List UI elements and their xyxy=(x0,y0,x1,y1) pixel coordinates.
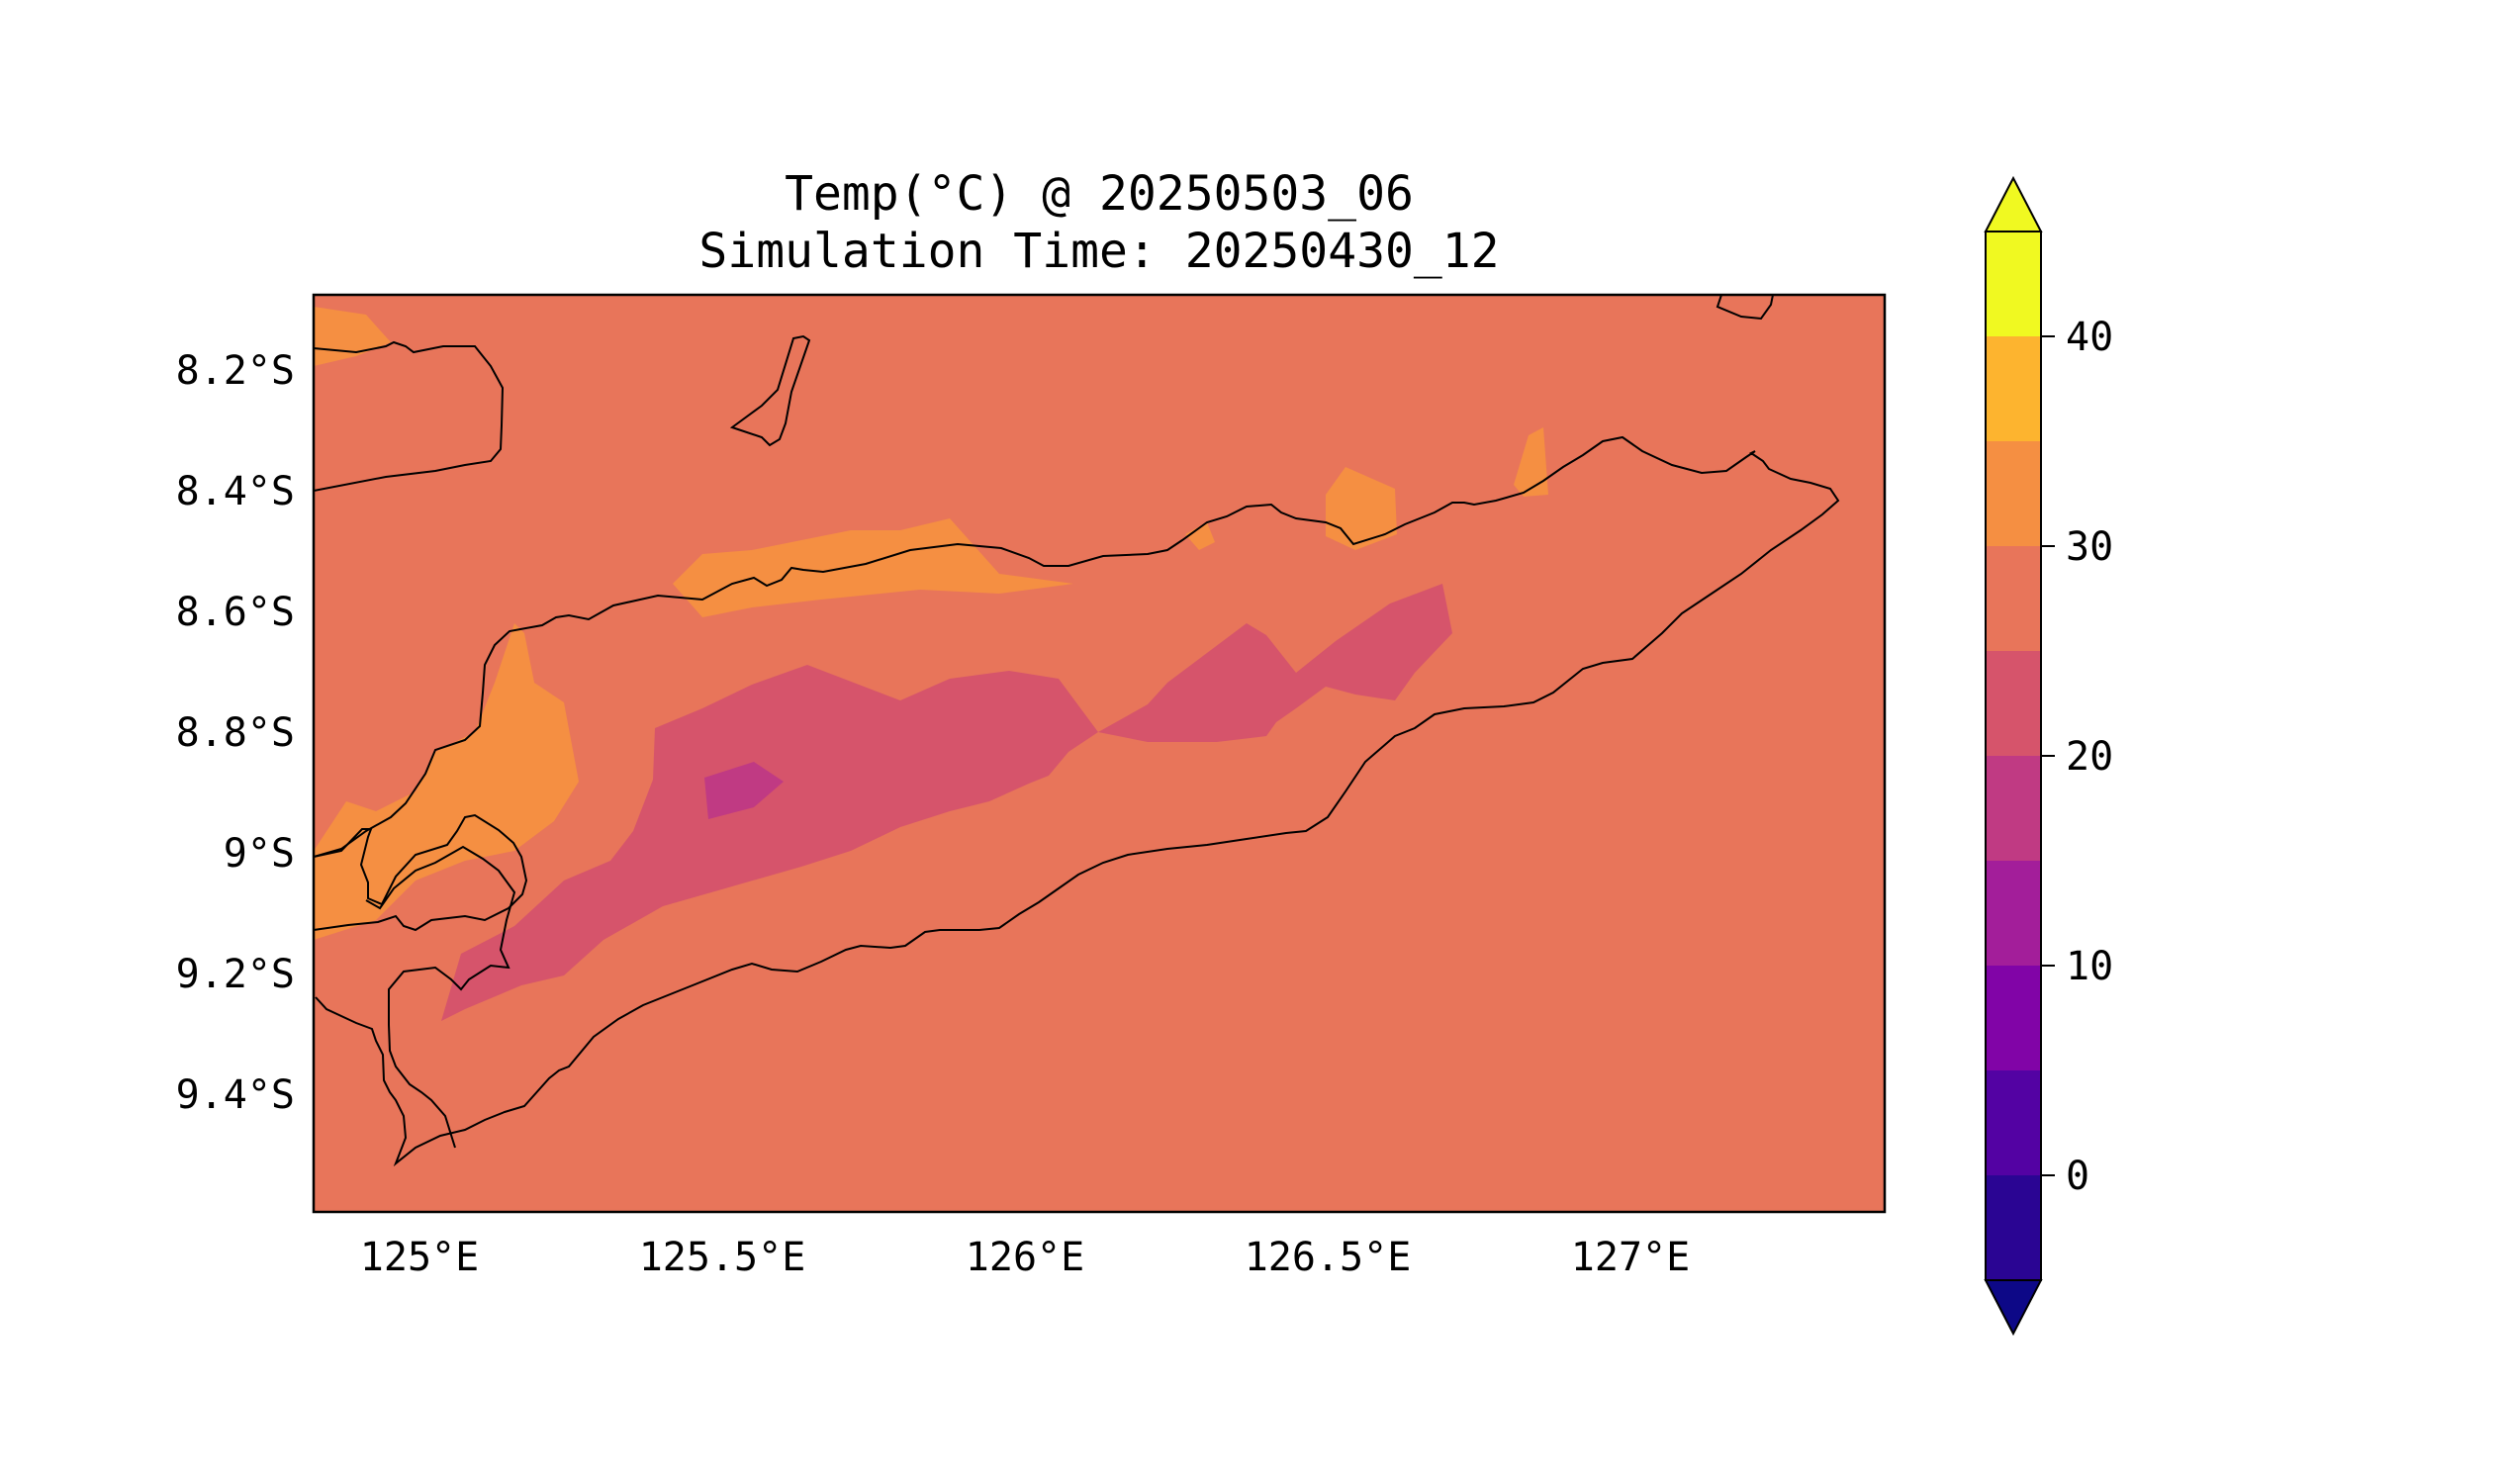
colorbar-segment xyxy=(1986,1175,2041,1280)
lat-tick-label: 9.2°S xyxy=(176,952,295,997)
coastline-pulau-kambing xyxy=(729,334,811,447)
colorbar-tick-label: 40 xyxy=(2066,315,2113,360)
contour-30-35-north-1 xyxy=(673,518,1073,617)
lat-tick-label: 9.4°S xyxy=(176,1072,295,1118)
contour-30-35-nw-corner xyxy=(314,307,391,366)
colorbar-segment xyxy=(1986,546,2041,651)
colorbar-over-extend xyxy=(1984,175,2043,232)
colorbar-segment xyxy=(1986,966,2041,1070)
longitude-labels: 125°E 125.5°E 126°E 126.5°E 127°E xyxy=(360,1235,1690,1280)
map-title: Temp(°C) @ 20250503_06 xyxy=(785,166,1414,222)
colorbar-tick-label: 30 xyxy=(2066,524,2113,570)
lat-tick-label: 8.4°S xyxy=(176,469,295,514)
colorbar-tick-label: 20 xyxy=(2066,734,2113,780)
latitude-labels: 8.2°S 8.4°S 8.6°S 8.8°S 9°S 9.2°S 9.4°S xyxy=(176,348,295,1118)
map-subtitle: Simulation Time: 20250430_12 xyxy=(698,224,1500,279)
coastline-ne-islet xyxy=(1716,295,1774,321)
coastline-timor-west xyxy=(314,813,528,932)
lat-tick-label: 9°S xyxy=(224,831,295,877)
lat-tick-label: 8.8°S xyxy=(176,710,295,756)
colorbar-tick-label: 10 xyxy=(2066,944,2113,989)
colorbar-tick-label: 0 xyxy=(2066,1154,2089,1199)
contour-30-35-north-3 xyxy=(1514,427,1548,497)
coastlines xyxy=(314,295,1840,1167)
colorbar: 0 10 20 30 40 xyxy=(1984,175,2113,1337)
coastline-flores-east xyxy=(314,340,505,492)
coastline-timor-southwest-cape xyxy=(365,845,516,1149)
colorbar-ticks: 0 10 20 30 40 xyxy=(2041,315,2113,1199)
contour-15-20-core xyxy=(704,762,784,819)
colorbar-segment xyxy=(1986,651,2041,756)
colorbar-segment xyxy=(1986,441,2041,546)
colorbar-segment xyxy=(1986,336,2041,441)
colorbar-segments xyxy=(1986,232,2041,1280)
coastline-timor-north xyxy=(314,435,1840,1167)
contour-20-25-main xyxy=(441,584,1452,1021)
colorbar-segment xyxy=(1986,861,2041,966)
lon-tick-label: 127°E xyxy=(1571,1235,1690,1280)
lon-tick-label: 126°E xyxy=(966,1235,1084,1280)
lat-tick-label: 8.6°S xyxy=(176,590,295,635)
map-plot-area xyxy=(314,295,1885,1212)
lon-tick-label: 125.5°E xyxy=(639,1235,806,1280)
colorbar-under-extend xyxy=(1984,1279,2043,1337)
lon-tick-label: 125°E xyxy=(360,1235,479,1280)
lon-tick-label: 126.5°E xyxy=(1245,1235,1412,1280)
contour-30-35-west xyxy=(314,623,579,940)
colorbar-segment xyxy=(1986,756,2041,861)
map-frame xyxy=(312,293,1887,1214)
colorbar-segment xyxy=(1986,1070,2041,1175)
lat-tick-label: 8.2°S xyxy=(176,348,295,394)
contour-30-35-north-4 xyxy=(1185,522,1215,550)
contour-30-35-north-2 xyxy=(1326,467,1397,550)
colorbar-segment xyxy=(1986,232,2041,336)
